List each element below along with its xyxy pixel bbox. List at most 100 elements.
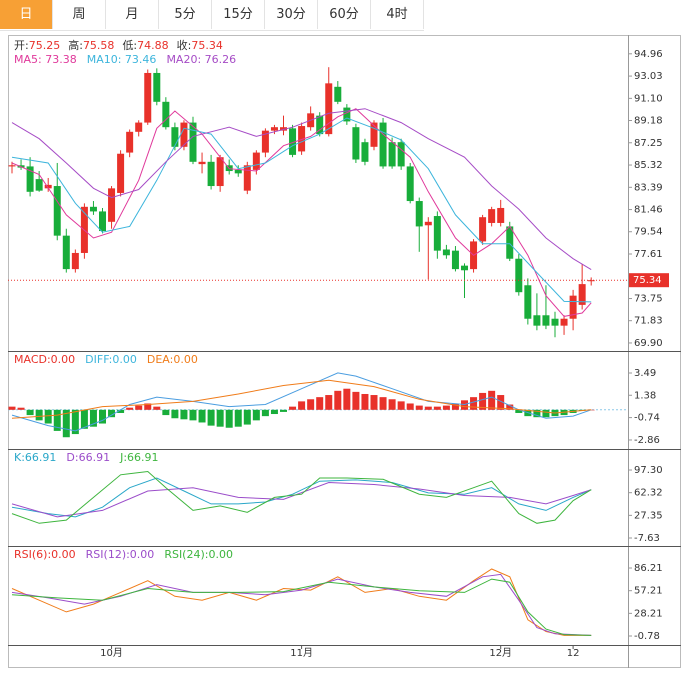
y-tick-label: 77.61 <box>634 249 663 260</box>
legend-entry: K:66.91 <box>14 451 56 464</box>
candle-body <box>379 122 387 167</box>
last-price-box <box>629 273 669 288</box>
macd-bar <box>352 391 360 410</box>
x-tick-label: 12 <box>567 648 580 659</box>
legend-entry: DEA:0.00 <box>147 353 198 366</box>
tab[interactable]: 30分 <box>265 0 318 29</box>
macd-bar <box>135 405 143 410</box>
tab[interactable]: 周 <box>53 0 106 29</box>
candle-body <box>569 295 577 319</box>
candle-body <box>388 142 396 167</box>
y-tick-label: 69.90 <box>634 338 663 349</box>
legend-entry: MA20: 76.26 <box>166 53 236 66</box>
candle-body <box>71 252 79 270</box>
y-tick-label: -0.78 <box>634 631 660 642</box>
macd-bar <box>370 395 378 410</box>
ohlc-info: 收:75.34 <box>177 38 223 52</box>
candle-body <box>198 161 206 165</box>
y-tick-label: 73.75 <box>634 294 663 305</box>
macd-bar <box>71 409 79 435</box>
y-tick-label: 85.32 <box>634 160 663 171</box>
macd-bar <box>261 409 269 417</box>
tab[interactable]: 60分 <box>318 0 371 29</box>
macd-bar <box>325 395 333 410</box>
indicator-line <box>11 470 592 524</box>
y-tick-label: 93.03 <box>634 71 663 82</box>
macd-bar <box>80 409 88 429</box>
macd-bar <box>198 409 206 423</box>
macd-bar <box>424 406 432 410</box>
candle-body <box>406 166 414 202</box>
x-tick-label: 11月 <box>290 647 313 659</box>
macd-bar <box>515 409 523 413</box>
indicator-line <box>11 108 592 317</box>
macd-bar <box>343 388 351 410</box>
candle-body <box>243 165 251 191</box>
macd-bar <box>225 409 233 428</box>
candle-body <box>370 122 378 147</box>
candle-body <box>325 83 333 135</box>
candle-body <box>89 206 97 212</box>
candle-body <box>433 216 441 251</box>
macd-bar <box>126 407 134 410</box>
macd-bar <box>216 409 224 427</box>
indicator-line <box>11 372 592 432</box>
period-tabs: 日 周 月 5分 15分 30分 60分 4时 <box>0 0 424 31</box>
ohlc-info: 低:74.88 <box>122 39 168 52</box>
candle-body <box>560 318 568 326</box>
y-tick-label: 79.54 <box>634 227 663 238</box>
tab[interactable]: 月 <box>106 0 159 29</box>
macd-bar <box>280 409 287 412</box>
candle-body <box>316 115 324 135</box>
y-tick-label: 97.30 <box>634 465 663 476</box>
ohlc-info: 开:75.25 <box>14 39 60 52</box>
macd-bar <box>62 409 70 438</box>
candle-body <box>488 209 496 223</box>
macd-bar <box>533 409 541 418</box>
candle-body <box>252 152 260 170</box>
indicator-line <box>11 573 592 636</box>
candle-body <box>289 128 297 155</box>
candle-body <box>189 122 197 162</box>
y-tick-label: 1.38 <box>634 390 656 401</box>
indicator-line <box>11 379 592 419</box>
candle-body <box>126 131 134 153</box>
macd-bar <box>461 400 468 410</box>
macd-bar <box>117 409 125 413</box>
ohlc-info: 高:75.58 <box>68 38 114 52</box>
macd-bar <box>406 403 414 410</box>
y-tick-label: 94.96 <box>634 49 663 60</box>
candle-body <box>234 169 242 174</box>
y-tick-label: 86.21 <box>634 563 663 574</box>
tab[interactable]: 5分 <box>159 0 212 29</box>
y-tick-label: -0.74 <box>634 413 660 424</box>
x-tick-label: 10月 <box>100 647 123 659</box>
candle-body <box>451 250 459 270</box>
macd-bar <box>243 409 251 425</box>
macd-bar <box>307 399 315 410</box>
candle-body <box>397 142 405 167</box>
y-tick-label: 89.18 <box>634 116 663 127</box>
candle-body <box>35 179 43 191</box>
candle-body <box>497 207 505 223</box>
indicator-line <box>11 117 592 303</box>
ohlc-label: 开: <box>14 39 29 52</box>
indicator-line <box>11 477 592 518</box>
macd-bar <box>99 409 106 424</box>
candle-body <box>270 127 278 131</box>
macd-bar <box>35 409 43 421</box>
candle-body <box>506 226 514 259</box>
legend-entry: RSI(24):0.00 <box>164 548 233 561</box>
candle-body <box>424 221 432 226</box>
macd-bar <box>470 397 478 410</box>
legend-entry: RSI(12):0.00 <box>86 548 155 561</box>
legend-entry: MA5: 73.38 <box>14 53 77 66</box>
ohlc-label: 收: <box>177 38 192 52</box>
macd-bar <box>171 409 179 419</box>
macd-bar <box>207 409 215 426</box>
tab[interactable]: 4时 <box>371 0 424 29</box>
tab[interactable]: 日 <box>0 0 53 29</box>
candle-body <box>53 186 61 236</box>
tab[interactable]: 15分 <box>212 0 265 29</box>
